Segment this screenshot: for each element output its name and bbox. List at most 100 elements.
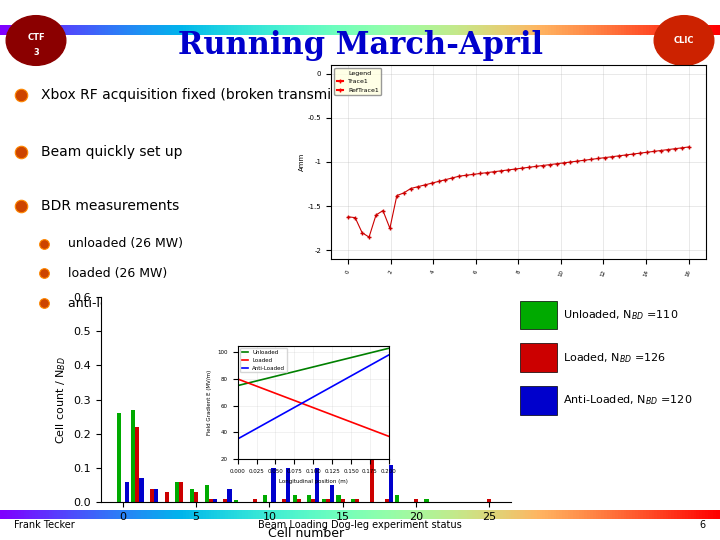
Unloaded [317,362,325,368]
Unloaded [332,358,341,365]
Anti-Loaded [292,403,300,410]
Unloaded [366,349,374,356]
Unloaded [323,360,331,367]
Unloaded [375,347,384,354]
Bar [204,485,209,502]
Unloaded [326,360,335,366]
Unloaded [307,364,316,370]
Bar [487,499,491,502]
Anti-Loaded [375,357,384,363]
Loaded [276,392,285,399]
Text: BDR measurements: BDR measurements [41,199,179,213]
Unloaded [341,356,350,362]
Anti-Loaded [274,414,282,420]
Text: Frank Tecker: Frank Tecker [14,520,75,530]
Bar [282,499,286,502]
Text: loaded (26 MW): loaded (26 MW) [68,267,167,280]
Loaded [240,378,248,384]
Loaded [366,426,374,433]
Loaded [363,425,372,431]
Anti-Loaded [372,359,381,365]
Unloaded [252,378,261,384]
Anti-Loaded [332,381,341,387]
Loaded [236,377,245,383]
Anti-Loaded [255,424,264,430]
Anti-Loaded [369,360,378,367]
Anti-Loaded [341,376,350,382]
Unloaded [344,355,353,361]
Loaded [279,393,288,400]
Unloaded [258,376,266,383]
Loaded [354,421,362,428]
FancyBboxPatch shape [521,301,557,329]
Unloaded [310,363,319,370]
Bar [179,482,184,502]
Unloaded [261,375,270,382]
Text: Unloaded, N$_{BD}$ =110: Unloaded, N$_{BD}$ =110 [563,308,678,322]
Bar [165,492,168,502]
Unloaded [356,352,365,359]
Loaded [356,422,365,429]
Bar [234,501,238,502]
Anti-Loaded [240,433,248,439]
Loaded [378,431,387,437]
Legend: Unloaded, Loaded, Anti-Loaded: Unloaded, Loaded, Anti-Loaded [240,348,287,372]
Text: Running March-April: Running March-April [178,30,542,62]
Loaded [307,404,316,410]
Anti-Loaded [233,436,242,442]
Unloaded [384,345,393,352]
Text: anti-loaded (10 MW): anti-loaded (10 MW) [68,297,196,310]
Loaded [335,414,343,421]
Anti-Loaded [258,422,266,429]
Unloaded [274,373,282,379]
Anti-Loaded [305,396,313,403]
Bar [389,464,393,502]
Anti-Loaded [323,386,331,393]
Unloaded [283,370,292,377]
Anti-Loaded [348,372,356,379]
Anti-Loaded [329,382,338,389]
Loaded [360,424,369,430]
Anti-Loaded [307,395,316,401]
Unloaded [301,366,310,372]
Anti-Loaded [267,417,276,423]
Bar [131,410,135,502]
Loaded [292,398,300,404]
Bar [326,499,330,502]
Line: Loaded: Loaded [238,379,389,436]
Bar [341,499,345,502]
Loaded [344,418,353,424]
Anti-Loaded [320,388,328,394]
Anti-Loaded [286,407,294,413]
Loaded [382,432,390,438]
Unloaded [264,375,273,381]
Unloaded [270,373,279,380]
X-axis label: Longitudinal position (m): Longitudinal position (m) [279,480,348,484]
Unloaded [292,368,300,374]
Bar [213,499,217,502]
Unloaded [363,350,372,357]
Unloaded [369,349,378,355]
Bar [292,495,297,502]
Loaded [372,428,381,435]
Unloaded [348,354,356,361]
Text: 6: 6 [699,520,706,530]
Loaded [289,397,297,403]
Loaded [274,391,282,397]
Loaded [267,389,276,395]
Loaded [233,376,242,382]
Unloaded [240,381,248,387]
Anti-Loaded [236,434,245,441]
Bar [228,489,232,502]
Anti-Loaded [261,420,270,427]
Bar [297,499,301,502]
Anti-Loaded [264,418,273,425]
Loaded [375,429,384,436]
Circle shape [6,16,66,65]
Loaded [384,433,393,440]
Unloaded [338,356,347,363]
Anti-Loaded [354,369,362,375]
Bar [154,489,158,502]
Loaded [329,412,338,418]
Anti-Loaded [252,426,261,432]
